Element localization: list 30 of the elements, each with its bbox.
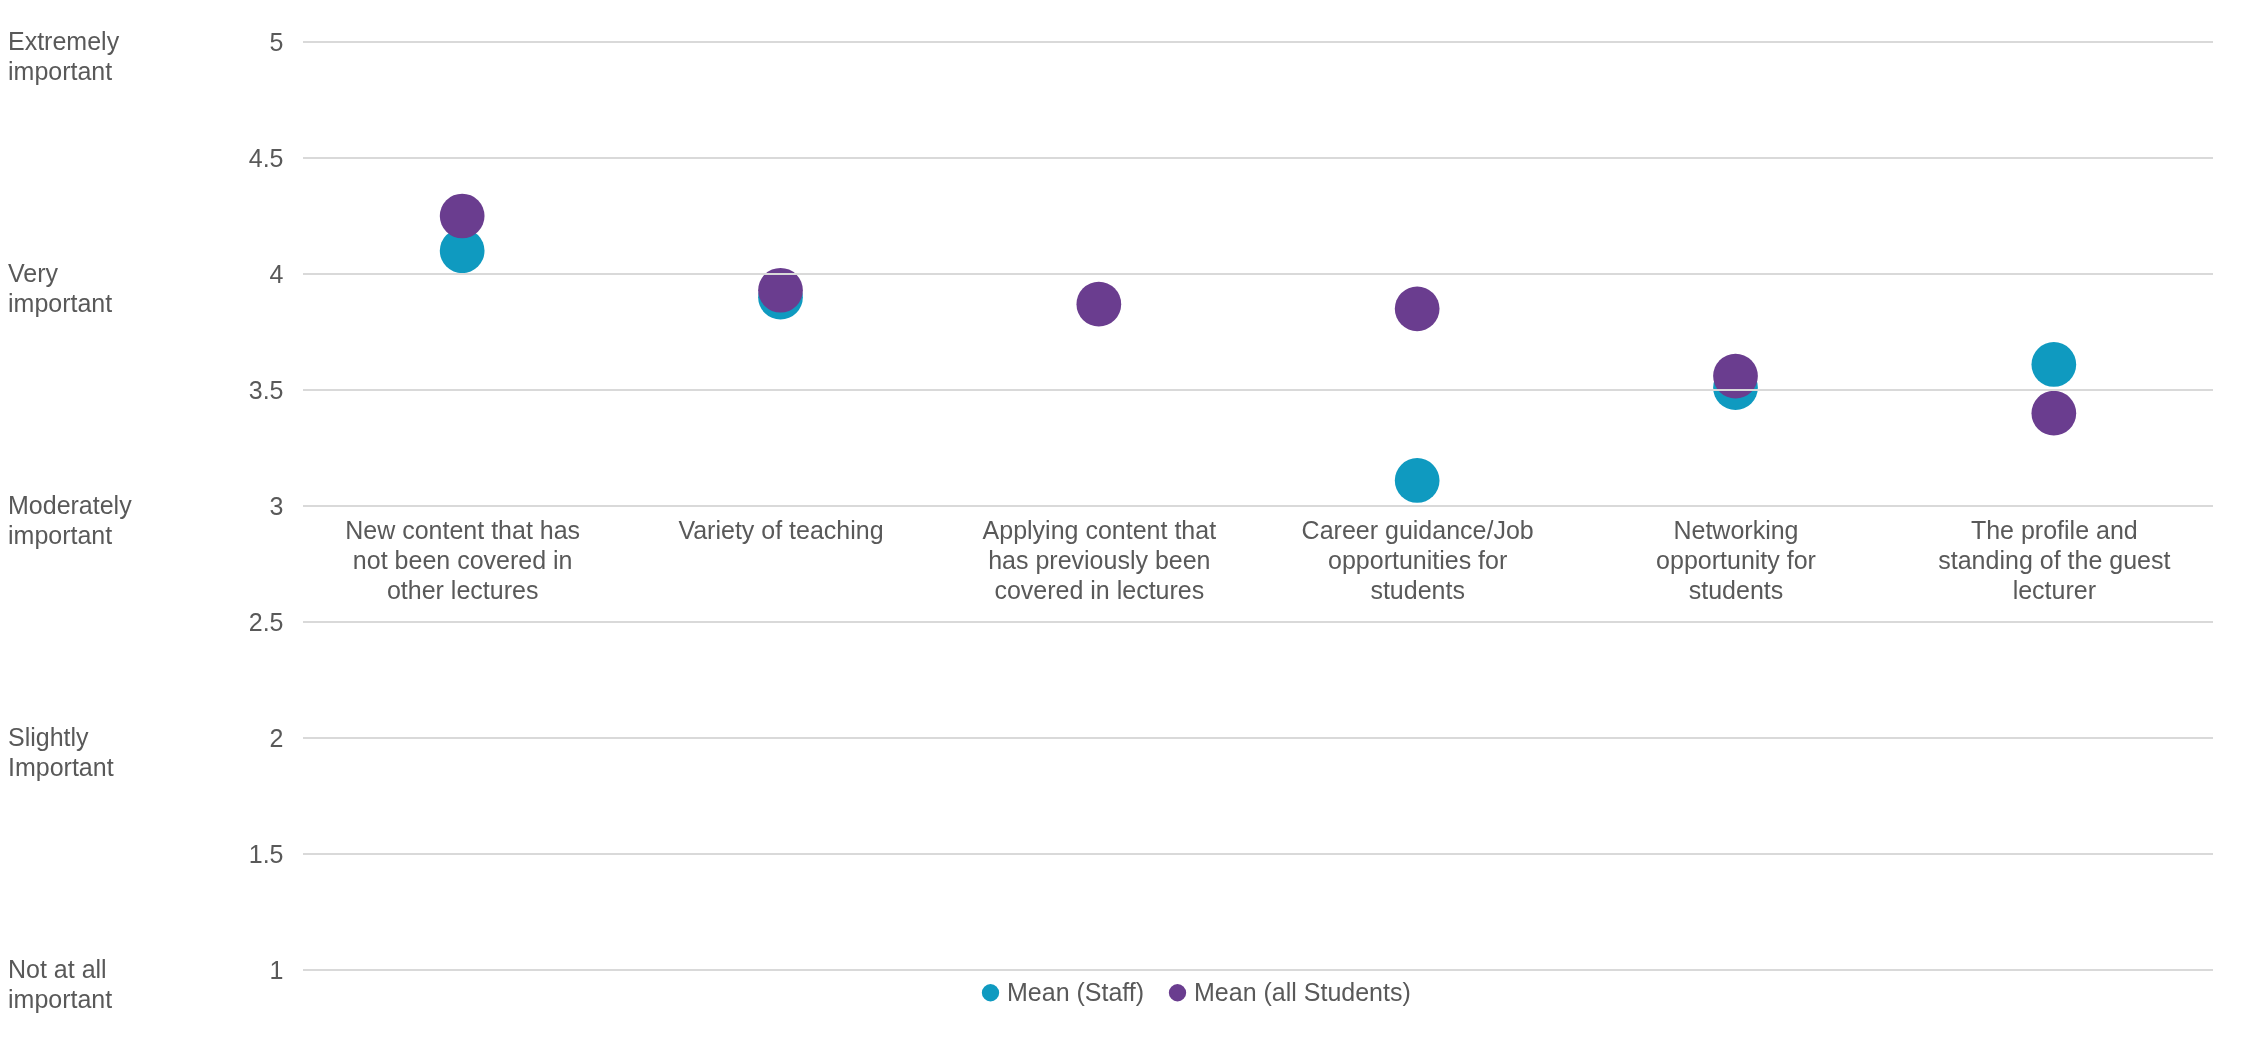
point bbox=[2031, 342, 2077, 387]
text: Moderately important bbox=[8, 491, 133, 549]
point bbox=[758, 267, 803, 313]
point bbox=[1076, 281, 1122, 327]
y-tick-label: 1 bbox=[269, 955, 284, 984]
y-tick-label: 3.5 bbox=[248, 375, 284, 404]
text: Extremely important bbox=[8, 27, 120, 85]
text: Not at all important bbox=[8, 955, 113, 1013]
text: Slightly Important bbox=[8, 723, 114, 781]
y-tick-label: 4 bbox=[269, 259, 284, 288]
y-tick-label: 2 bbox=[269, 723, 284, 752]
x-tick-label: New content that has not been covered in other lectures bbox=[345, 515, 581, 604]
y-tick-label: 3 bbox=[269, 491, 284, 520]
legend-label: Mean (Staff) bbox=[1007, 977, 1145, 1006]
y-tick-label: 2.5 bbox=[248, 607, 284, 636]
point bbox=[1394, 458, 1440, 503]
point bbox=[2031, 390, 2077, 436]
point bbox=[1713, 353, 1758, 399]
point bbox=[439, 193, 485, 239]
x-tick-label: Networking opportunity for students bbox=[1656, 515, 1816, 604]
legend-label: Mean (all Students) bbox=[1194, 977, 1411, 1006]
x-tick-label: Career guidance/Job opportunities for students bbox=[1301, 515, 1534, 604]
y-tick-label: 1.5 bbox=[248, 839, 284, 868]
point bbox=[1394, 286, 1440, 332]
x-tick-label: Variety of teaching bbox=[678, 515, 884, 544]
y-tick-label: 5 bbox=[269, 27, 284, 56]
x-tick-label: The profile and standing of the guest lecturer bbox=[1938, 515, 2171, 604]
text: Very important bbox=[8, 259, 113, 317]
x-tick-label: Applying content that has previously been covered in lectures bbox=[982, 515, 1217, 604]
y-tick-label: 4.5 bbox=[248, 143, 284, 172]
